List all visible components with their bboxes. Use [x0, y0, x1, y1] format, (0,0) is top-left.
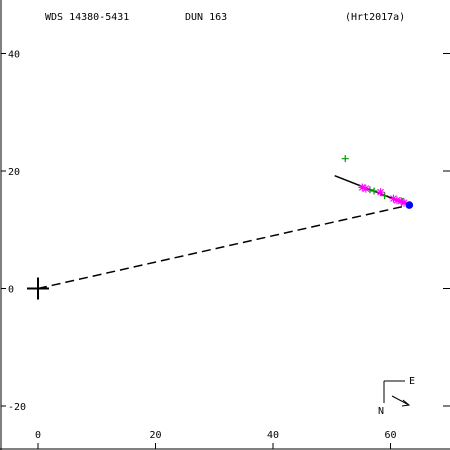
- observation-asterisk-marker: [358, 183, 367, 192]
- motion-arrow-shaft: [391, 395, 410, 406]
- x-tick-label: 40: [267, 430, 279, 441]
- latest-position-dot: [405, 201, 414, 209]
- observation-asterisk-marker: [400, 198, 409, 207]
- wds-identifier: WDS 14380-5431: [45, 12, 129, 23]
- observation-asterisk-marker: [376, 188, 385, 197]
- x-tick-label: 60: [384, 430, 396, 441]
- north-label: N: [378, 406, 384, 417]
- x-tick-label: 0: [35, 430, 41, 441]
- observation-asterisk-marker: [389, 194, 398, 203]
- observation-asterisk-marker: [397, 196, 406, 205]
- discoverer-designation: DUN 163: [185, 12, 227, 23]
- observation-plus-marker: [381, 192, 389, 200]
- orientation-indicator: E N: [378, 376, 415, 417]
- primary-to-secondary-line: [37, 204, 410, 290]
- x-tick-label: 20: [149, 430, 161, 441]
- tick-labels: 0 20 40 60 -20 0 20 40: [8, 50, 397, 442]
- orbit-reference: (Hrt2017a): [345, 12, 405, 23]
- observation-asterisk-marker: [392, 196, 401, 205]
- y-tick-label: 20: [8, 167, 20, 178]
- east-label: E: [409, 376, 415, 387]
- y-tick-label: -20: [8, 402, 26, 413]
- observation-plus-marker: [370, 187, 378, 195]
- y-tick-label: 40: [8, 50, 20, 61]
- observation-plus-marker: [341, 155, 349, 163]
- primary-star-marker: [27, 277, 49, 300]
- tick-marks: [1, 53, 450, 449]
- observation-asterisk-marker: [361, 184, 370, 193]
- observation-points: [341, 155, 414, 209]
- motion-arrow-head: [401, 399, 411, 407]
- y-tick-label: 0: [8, 285, 14, 296]
